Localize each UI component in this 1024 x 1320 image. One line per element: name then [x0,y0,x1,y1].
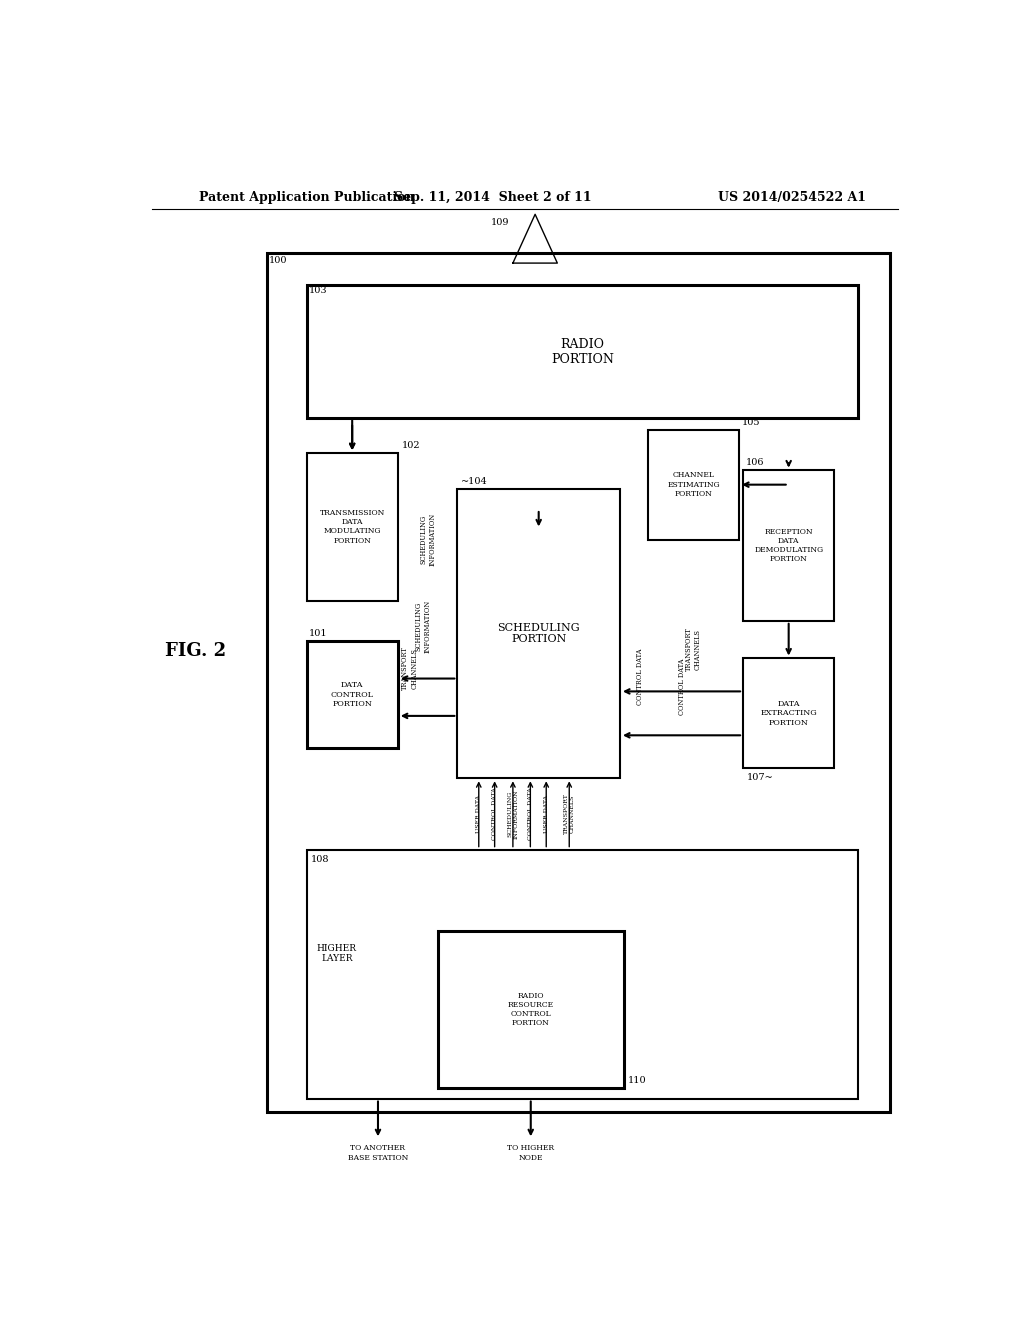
Text: SCHEDULING
INFORMATION: SCHEDULING INFORMATION [508,789,518,838]
Text: FIG. 2: FIG. 2 [165,643,226,660]
Bar [306,642,397,748]
Text: RADIO
PORTION: RADIO PORTION [551,338,613,366]
Text: CONTROL DATA: CONTROL DATA [678,659,686,715]
Text: Patent Application Publication: Patent Application Publication [200,190,415,203]
Bar [458,488,621,779]
Text: CHANNEL
ESTIMATING
PORTION: CHANNEL ESTIMATING PORTION [667,471,720,498]
Text: CONTROL DATA: CONTROL DATA [493,788,497,841]
Bar [306,453,397,601]
Bar [306,850,858,1098]
Text: 106: 106 [745,458,764,467]
Text: SCHEDULING
PORTION: SCHEDULING PORTION [498,623,580,644]
Text: SCHEDULING
INFORMATION: SCHEDULING INFORMATION [420,513,436,566]
Bar [306,285,858,417]
Bar [267,253,890,1111]
Text: HIGHER
LAYER: HIGHER LAYER [316,944,356,964]
Text: 101: 101 [309,630,328,638]
Text: TRANSPORT
CHANNELS: TRANSPORT CHANNELS [564,793,574,834]
Text: 110: 110 [628,1076,646,1085]
Text: 105: 105 [741,417,760,426]
Bar [743,470,835,620]
Text: 108: 108 [310,854,329,863]
Text: US 2014/0254522 A1: US 2014/0254522 A1 [718,190,866,203]
Text: CONTROL DATA: CONTROL DATA [527,788,532,841]
Text: USER DATA: USER DATA [544,795,549,833]
Text: DATA
CONTROL
PORTION: DATA CONTROL PORTION [331,681,374,708]
Text: TO ANOTHER
BASE STATION: TO ANOTHER BASE STATION [348,1144,409,1162]
Text: 107~: 107~ [748,774,774,783]
Text: TRANSMISSION
DATA
MODULATING
PORTION: TRANSMISSION DATA MODULATING PORTION [319,510,385,545]
Text: USER DATA: USER DATA [476,795,481,833]
Text: TO HIGHER
NODE: TO HIGHER NODE [507,1144,554,1162]
Text: TRANSPORT
CHANNELS: TRANSPORT CHANNELS [401,647,419,690]
Text: 102: 102 [401,441,421,450]
Bar [648,430,739,540]
Text: RECEPTION
DATA
DEMODULATING
PORTION: RECEPTION DATA DEMODULATING PORTION [754,528,823,564]
Bar [437,931,624,1089]
Text: CONTROL DATA: CONTROL DATA [636,648,644,705]
Text: 103: 103 [309,286,328,296]
Text: RADIO
RESOURCE
CONTROL
PORTION: RADIO RESOURCE CONTROL PORTION [508,991,554,1027]
Text: Sep. 11, 2014  Sheet 2 of 11: Sep. 11, 2014 Sheet 2 of 11 [394,190,592,203]
Text: TRANSPORT
CHANNELS: TRANSPORT CHANNELS [684,627,701,671]
Text: 109: 109 [492,218,510,227]
Text: DATA
EXTRACTING
PORTION: DATA EXTRACTING PORTION [760,700,817,726]
Text: ~104: ~104 [461,477,488,486]
Text: SCHEDULING
INFORMATION: SCHEDULING INFORMATION [415,599,432,653]
Text: 100: 100 [269,256,288,265]
Bar [743,659,835,768]
